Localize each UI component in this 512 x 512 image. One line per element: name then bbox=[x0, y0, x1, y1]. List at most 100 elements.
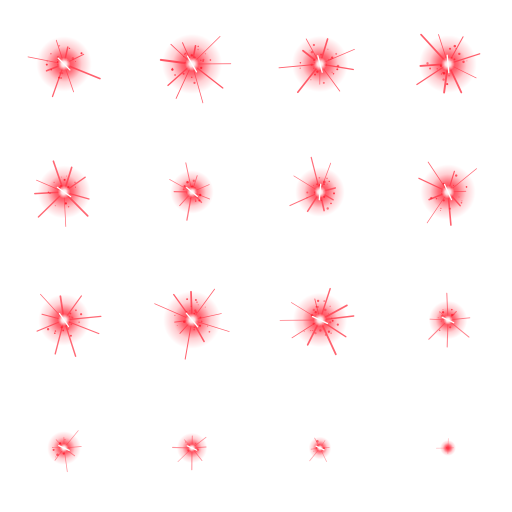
sparkle-speck bbox=[310, 329, 312, 332]
sparkle-speck bbox=[69, 334, 72, 337]
sparkle-speck bbox=[197, 304, 199, 306]
sparkle-streak bbox=[56, 186, 72, 198]
sparkle-speck bbox=[195, 442, 197, 444]
sparkle-speck bbox=[67, 206, 70, 208]
sparkle-speck bbox=[453, 313, 455, 315]
sparkle-speck bbox=[182, 188, 185, 191]
sparkle-frame-2 bbox=[128, 0, 256, 128]
sparkle-speck bbox=[198, 324, 202, 327]
sparkle-speck bbox=[202, 58, 205, 61]
sparkle-speck bbox=[439, 312, 440, 314]
sparkle-frame-9 bbox=[0, 256, 128, 384]
sparkle-speck bbox=[191, 76, 193, 78]
sparkle-speck bbox=[299, 62, 302, 64]
sparkle-speck bbox=[201, 320, 203, 322]
sparkle-frame-15 bbox=[256, 384, 384, 512]
sparkle-speck bbox=[54, 330, 57, 332]
sparkle-ray bbox=[63, 319, 100, 335]
sparkle-speck bbox=[442, 309, 444, 311]
sparkle-frame-3 bbox=[256, 0, 384, 128]
sparkle-icon bbox=[416, 33, 481, 94]
sparkle-frame-13 bbox=[0, 384, 128, 512]
sparkle-speck bbox=[195, 311, 197, 313]
sparkle-speck bbox=[466, 60, 468, 62]
sparkle-streak bbox=[317, 55, 323, 73]
sparkle-frame-12 bbox=[384, 256, 512, 384]
sparkle-speck bbox=[329, 305, 331, 307]
sparkle-speck bbox=[455, 48, 457, 50]
sparkle-speck bbox=[322, 81, 325, 84]
sparkle-speck bbox=[194, 299, 197, 301]
sparkle-speck bbox=[442, 72, 444, 74]
sparkle-frame-14 bbox=[128, 384, 256, 512]
sparkle-speck bbox=[46, 328, 50, 331]
sparkle-ray bbox=[63, 315, 102, 321]
sparkle-speck bbox=[319, 329, 322, 332]
sparkle-streak bbox=[58, 312, 70, 328]
sparkle-speck bbox=[182, 72, 185, 75]
sparkle-speck bbox=[448, 207, 451, 210]
sparkle-speck bbox=[52, 448, 55, 451]
sparkle-speck bbox=[174, 73, 177, 77]
sparkle-speck bbox=[54, 205, 56, 207]
sparkle-speck bbox=[194, 198, 196, 200]
sparkle-speck bbox=[312, 184, 315, 186]
sparkle-speck bbox=[204, 306, 206, 308]
sparkle-speck bbox=[330, 58, 332, 60]
sparkle-speck bbox=[50, 53, 52, 55]
sparkle-speck bbox=[303, 330, 305, 332]
sparkle-speck bbox=[171, 68, 174, 71]
sparkle-speck bbox=[465, 186, 468, 188]
sparkle-speck bbox=[327, 330, 331, 333]
sparkle-speck bbox=[323, 300, 326, 303]
sparkle-speck bbox=[458, 196, 460, 198]
sparkle-speck bbox=[62, 452, 65, 455]
sparkle-icon bbox=[308, 436, 332, 462]
sparkle-speck bbox=[196, 301, 198, 303]
sparkle-speck bbox=[53, 332, 56, 335]
sparkle-speck bbox=[316, 183, 318, 186]
sparkle-speck bbox=[74, 309, 77, 312]
sparkle-core bbox=[446, 446, 450, 450]
sparkle-speck bbox=[448, 74, 450, 77]
sparkle-streak bbox=[311, 315, 329, 325]
sparkle-icon bbox=[47, 430, 82, 473]
sparkle-speck bbox=[441, 314, 444, 317]
sparkle-icon bbox=[172, 432, 208, 471]
sparkle-icon bbox=[279, 287, 355, 356]
sparkle-speck bbox=[335, 52, 338, 55]
sparkle-speck bbox=[198, 199, 201, 202]
sparkle-streak bbox=[186, 55, 198, 73]
sparkle-speck bbox=[440, 320, 442, 322]
sparkle-speck bbox=[326, 207, 329, 210]
sparkle-speck bbox=[442, 78, 445, 81]
sparkle-speck bbox=[333, 192, 335, 195]
sparkle-speck bbox=[189, 197, 192, 200]
sparkle-speck bbox=[52, 447, 54, 449]
sparkle-speck bbox=[71, 57, 75, 60]
sparkle-speck bbox=[310, 79, 312, 81]
sparkle-speck bbox=[441, 311, 445, 314]
sparkle-speck bbox=[314, 311, 317, 314]
sparkle-speck bbox=[336, 323, 339, 326]
sparkle-speck bbox=[458, 52, 461, 56]
sparkle-speck bbox=[200, 320, 203, 323]
sparkle-speck bbox=[448, 47, 452, 50]
sparkle-frame-5 bbox=[0, 128, 128, 256]
sparkle-speck bbox=[174, 314, 176, 316]
sparkle-speck bbox=[323, 447, 325, 449]
sparkle-speck bbox=[312, 308, 315, 312]
sparkle-icon bbox=[34, 160, 91, 227]
sparkle-speck bbox=[326, 177, 328, 180]
sparkle-speck bbox=[323, 183, 325, 186]
sparkle-speck bbox=[70, 323, 73, 326]
sparkle-speck bbox=[63, 178, 66, 181]
sparkle-speck bbox=[69, 316, 71, 318]
sparkle-speck bbox=[306, 191, 309, 194]
sparkle-frame-7 bbox=[256, 128, 384, 256]
sparkle-speck bbox=[59, 72, 61, 74]
sparkle-speck bbox=[67, 328, 70, 330]
sparkle-speck bbox=[193, 329, 195, 331]
sparkle-speck bbox=[309, 49, 311, 51]
